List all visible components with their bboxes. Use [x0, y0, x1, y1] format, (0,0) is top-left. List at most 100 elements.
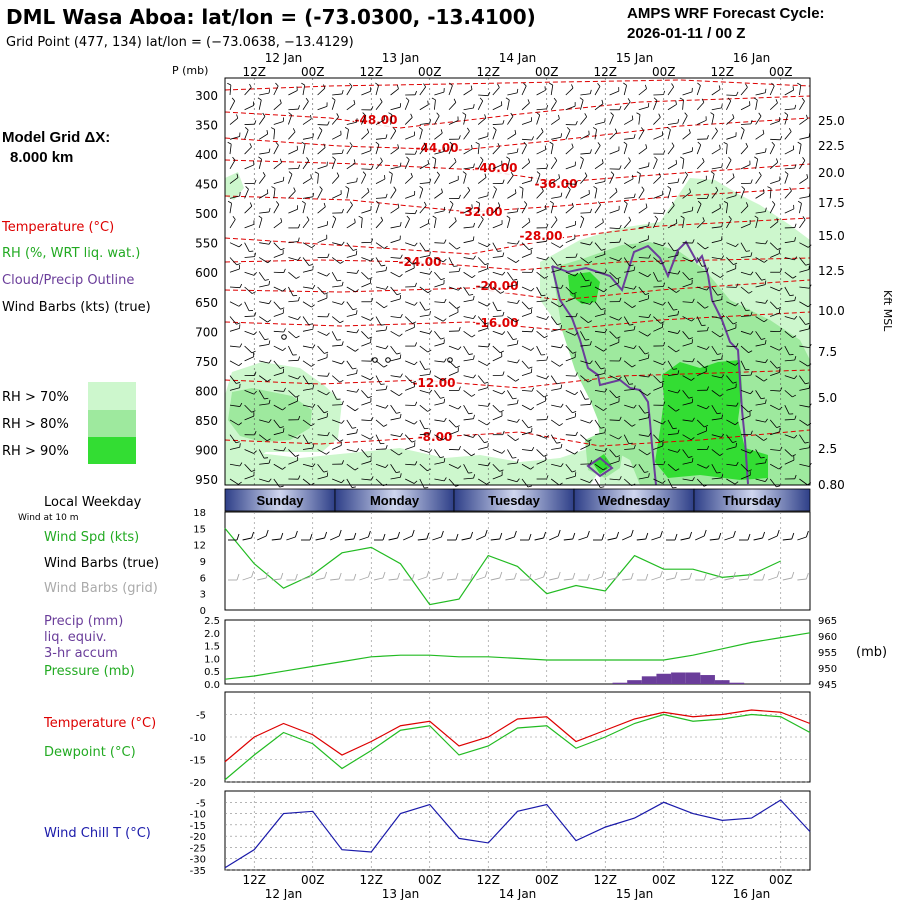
wind-barb — [711, 144, 721, 155]
wind-barb-flag — [794, 415, 797, 420]
wind-barb-flag — [393, 186, 397, 191]
wind-barb-flag — [339, 439, 344, 442]
wind-barb — [565, 220, 577, 229]
wind-barb — [270, 127, 276, 140]
wind-barb-shaft — [258, 133, 268, 140]
wind-barb-shaft — [799, 463, 810, 467]
wind-barb — [711, 390, 724, 397]
wind-barb-shaft — [361, 401, 371, 406]
wind-barb — [769, 478, 781, 488]
wind-barb-shaft — [244, 286, 253, 294]
wind-barb — [551, 192, 563, 199]
wind-barb-flag — [283, 387, 286, 392]
wind-barb-shaft — [390, 173, 393, 184]
wind-barb-flag — [618, 317, 622, 321]
wind-barb — [609, 238, 622, 244]
wind-barb-flag — [400, 314, 403, 318]
wind-barb-shaft — [317, 297, 328, 303]
wind-barb — [390, 162, 402, 170]
wind-barb-shaft — [726, 419, 736, 426]
weekday-name: Tuesday — [488, 493, 541, 508]
wind-barb — [332, 130, 342, 140]
wind-barb-shaft — [740, 286, 750, 294]
wind-barb — [317, 127, 323, 140]
wind-barb — [653, 342, 666, 347]
wind-barb-shaft — [609, 390, 617, 398]
wind-barb — [565, 234, 576, 244]
wind-barb — [726, 301, 739, 307]
wind-barb-true-flag — [528, 533, 532, 541]
wind-barb-flag — [765, 207, 767, 212]
wind-barb-shaft — [682, 419, 693, 422]
wind-barb-grid — [607, 577, 617, 581]
wind-barb — [258, 449, 269, 459]
wind-barb-shaft — [492, 105, 502, 111]
wind-barb-flag — [473, 414, 475, 419]
wind-barb-shaft — [331, 116, 339, 125]
wind-barb-flag — [295, 276, 300, 279]
wind-barb-flag — [516, 240, 520, 245]
wind-barb-shaft — [492, 271, 503, 276]
wind-barb-shaft — [682, 210, 693, 214]
wind-barb-shaft — [302, 375, 309, 385]
wind-barb-flag — [512, 457, 517, 459]
wind-barb — [478, 242, 491, 248]
wind-barb-shaft — [682, 375, 692, 381]
wind-barb — [593, 186, 598, 199]
pressure-tick-label: 400 — [195, 148, 218, 162]
wind-barb-shaft — [726, 463, 737, 467]
wind-barb — [375, 345, 389, 350]
wind-barb — [667, 448, 681, 453]
wind-barb-shaft — [434, 390, 441, 399]
wind-barb-flag — [802, 156, 806, 161]
wind-barb — [273, 117, 284, 125]
wind-barb-grid — [622, 578, 632, 581]
wind-barb-flag — [429, 178, 432, 183]
wind-barb — [463, 474, 476, 480]
wind-barb — [390, 144, 400, 155]
wind-barb-shaft — [507, 99, 510, 110]
wind-barb-flag — [706, 445, 710, 450]
wind-barb — [667, 178, 680, 185]
wind-barb-flag — [244, 126, 249, 131]
wind-barb — [667, 201, 675, 214]
pressure-tick-label: 350 — [195, 119, 218, 133]
wind-barb — [755, 359, 768, 364]
wind-barb-flag — [750, 311, 753, 316]
wind-barb-shaft — [740, 449, 751, 454]
pressure-y-tick: 960 — [818, 632, 837, 643]
wind-barb — [448, 194, 461, 199]
wind-barb-flag — [473, 255, 476, 260]
wind-barb — [799, 434, 809, 444]
wind-barb-shaft — [229, 345, 240, 348]
wind-barb-shaft — [755, 175, 762, 184]
wind-barb-shaft — [317, 345, 325, 354]
wind-barb — [536, 296, 548, 303]
wind-barb-flag — [341, 281, 344, 286]
wind-speed-line — [224, 527, 782, 606]
wind-barb — [653, 272, 662, 282]
wind-barb-true-flag — [762, 531, 766, 539]
wind-barb — [448, 445, 461, 451]
wind-barb-flag — [254, 431, 257, 436]
temperature-contour-label: -40.00 — [475, 161, 518, 175]
wind-barb-flag — [356, 310, 358, 315]
wind-barb — [580, 341, 592, 347]
wind-barb-flag — [312, 384, 315, 389]
wind-barb-flag — [497, 202, 501, 207]
wind-barb-shaft — [288, 300, 299, 303]
wind-barb-flag — [397, 203, 400, 208]
wind-barb-shaft — [769, 242, 778, 250]
wind-barb-flag — [648, 162, 650, 167]
hour-tick-label: 00Z — [301, 65, 325, 79]
wind-barb-shaft — [536, 345, 542, 356]
wind-barb — [638, 473, 650, 480]
wind-barb — [609, 476, 622, 481]
wind-barb — [317, 161, 328, 170]
windchill-y-tick: -35 — [190, 866, 206, 877]
wind-barb — [711, 314, 725, 319]
wind-barb-flag — [675, 159, 678, 164]
wind-barb-flag — [442, 318, 447, 322]
wind-barb-shaft — [463, 358, 474, 362]
wind-barb-flag — [575, 180, 578, 185]
